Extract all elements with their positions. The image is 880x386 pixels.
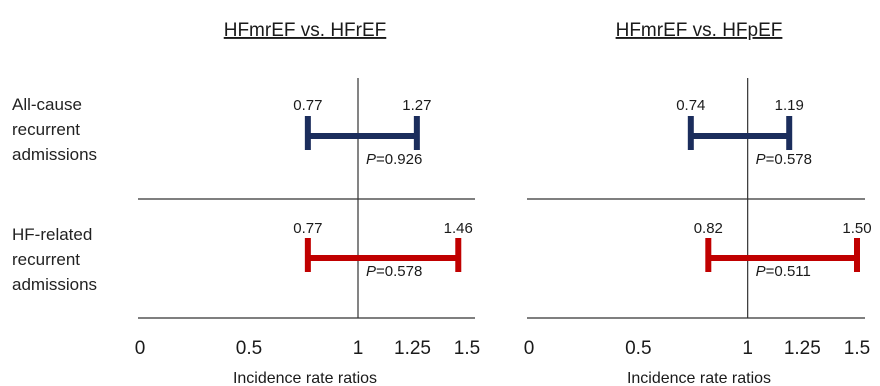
panel-title: HFmrEF vs. HFpEF [616,20,783,41]
x-axis-label: Incidence rate ratios [627,370,771,386]
p-value: =0.578 [766,151,812,168]
x-tick-label: 1 [742,338,753,359]
x-tick-label: 0.5 [625,338,651,359]
ci-upper-label: 1.27 [402,97,431,114]
p-value: =0.926 [376,151,422,168]
x-tick-label: 1.25 [784,338,821,359]
x-tick-label: 1 [353,338,364,359]
row-label-line: recurrent [12,250,81,269]
row-label-hf-related: HF-related recurrent admissions [12,222,97,297]
x-tick-label: 0 [524,338,535,359]
row-label-line: recurrent [12,120,81,139]
x-tick-label: 0 [135,338,146,359]
x-tick-label: 1.5 [454,338,480,359]
row-label-line: All-cause [12,95,82,114]
x-tick-label: 1.5 [844,338,870,359]
p-value-label: P=0.578 [366,263,422,280]
ci-lower-label: 0.77 [293,97,322,114]
p-symbol: P [366,151,376,168]
ci-upper-label: 1.19 [775,97,804,114]
p-value: =0.511 [766,263,811,280]
ci-upper-label: 1.50 [842,220,871,237]
p-value: =0.578 [376,263,422,280]
x-tick-label: 1.25 [394,338,431,359]
x-tick-label: 0.5 [236,338,262,359]
row-label-line: admissions [12,145,98,164]
p-symbol: P [366,263,376,280]
ci-lower-label: 0.74 [676,97,705,114]
p-value-label: P=0.926 [366,151,422,168]
p-value-label: P=0.578 [756,151,812,168]
p-symbol: P [756,151,766,168]
ci-upper-label: 1.46 [444,220,473,237]
row-label-all-cause: All-cause recurrent admissions [12,92,97,167]
ci-lower-label: 0.82 [694,220,723,237]
x-axis-label: Incidence rate ratios [233,370,377,386]
p-value-label: P=0.511 [756,263,811,280]
panel-title: HFmrEF vs. HFrEF [224,20,387,41]
row-label-line: admissions [12,275,98,294]
p-symbol: P [756,263,766,280]
ci-lower-label: 0.77 [293,220,322,237]
row-label-line: HF-related [12,225,93,244]
